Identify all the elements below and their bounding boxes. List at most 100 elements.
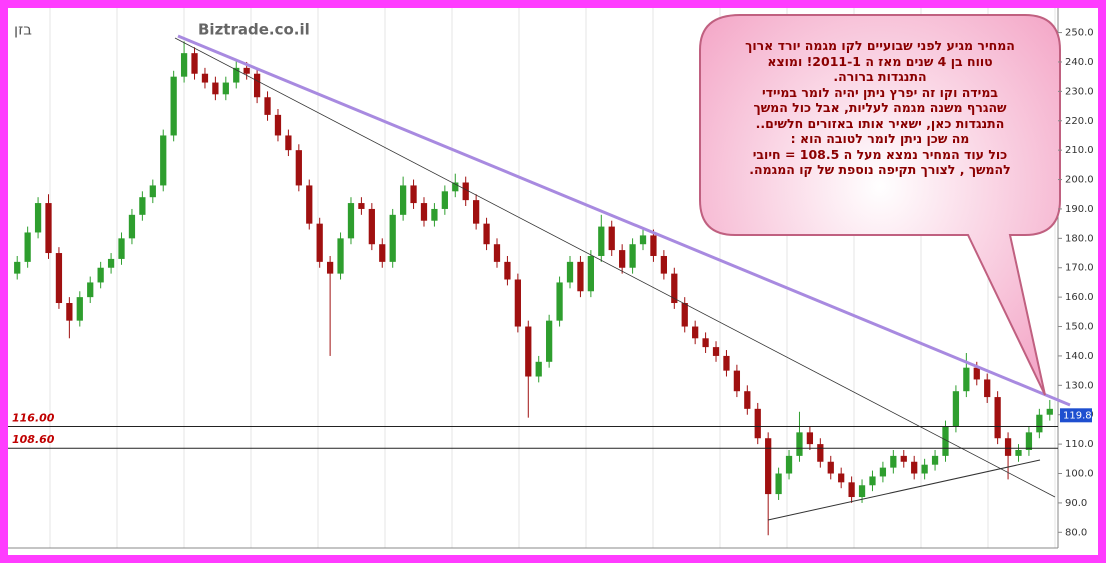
candle-body — [170, 76, 177, 136]
y-tick-label: 90.0 — [1065, 498, 1087, 509]
candle-body — [274, 114, 282, 136]
candle-body — [493, 244, 501, 262]
candle-body — [984, 379, 991, 398]
last-price-label: 119.8 — [1063, 410, 1092, 421]
candle-body — [973, 367, 980, 380]
candle-body — [692, 326, 699, 339]
candle-body — [525, 326, 532, 377]
candle-body — [149, 185, 156, 198]
candle-body — [24, 232, 31, 262]
y-tick-label: 210.0 — [1065, 145, 1094, 156]
candle-body — [264, 97, 271, 115]
y-tick-label: 180.0 — [1065, 233, 1094, 244]
y-tick-label: 240.0 — [1065, 57, 1094, 68]
candle-body — [316, 223, 323, 262]
candle-body — [806, 432, 814, 445]
candle-body — [754, 408, 761, 439]
callout-text: המחיר מגיע לפני שבועיים לקו מגמה יורד אר… — [712, 38, 1048, 178]
callout-line: המחיר מגיע לפני שבועיים לקו מגמה יורד אר… — [745, 38, 1015, 53]
y-tick-label: 140.0 — [1065, 351, 1094, 362]
candle-body — [994, 397, 1001, 439]
candle-body — [619, 250, 626, 268]
candle-body — [639, 235, 647, 245]
y-tick-label: 80.0 — [1065, 527, 1087, 538]
y-tick-label: 190.0 — [1065, 204, 1094, 215]
callout-line: מה שכן ניתן לומר לטובה הוא : — [790, 131, 970, 146]
candle-body — [347, 203, 355, 239]
candle-body — [34, 203, 42, 233]
candle-body — [473, 200, 480, 224]
candle-body — [128, 214, 136, 239]
callout-line: שהגרף משנה מגמה לעליות, אבל כול המשך — [753, 100, 1007, 115]
candle-body — [222, 82, 229, 95]
callout-line: במידה וקו זה יפרץ ניתן יהיה לומר במיידי — [761, 84, 998, 100]
candle-body — [942, 426, 949, 456]
candle-body — [326, 261, 334, 274]
candle-body — [598, 226, 605, 256]
candle-body — [118, 238, 125, 259]
candle-body — [514, 279, 521, 327]
candle-body — [671, 273, 678, 304]
candle-body — [45, 203, 52, 254]
price-line-label: 108.60 — [12, 433, 55, 446]
price-line-label: 116.00 — [12, 411, 55, 424]
candle-body — [14, 261, 21, 274]
candle-body — [879, 467, 887, 477]
candle-body — [566, 261, 574, 283]
y-tick-label: 150.0 — [1065, 322, 1094, 333]
candle-body — [358, 203, 365, 209]
trend-line — [174, 37, 1056, 498]
callout-bubble — [699, 14, 1061, 396]
y-tick-label: 230.0 — [1065, 86, 1094, 97]
candle-body — [765, 438, 772, 495]
y-tick-label: 130.0 — [1065, 380, 1094, 391]
watermark: Biztrade.co.il — [198, 21, 310, 39]
candle-body — [817, 444, 824, 462]
candle-body — [629, 244, 636, 268]
candle-body — [702, 338, 709, 348]
candle-body — [285, 135, 292, 151]
candle-body — [869, 476, 876, 486]
candle-body — [160, 135, 167, 186]
y-tick-label: 170.0 — [1065, 263, 1094, 274]
candle-body — [191, 53, 198, 74]
resistance-line — [177, 34, 1071, 407]
candle-body — [608, 226, 615, 251]
candle-body — [483, 223, 490, 245]
candle-body — [410, 185, 417, 204]
callout-line: להמשך , לצורך תקיפה נוספת של קו המגמה. — [749, 162, 1011, 177]
ticker: בזן — [14, 21, 32, 39]
candle-body — [1046, 408, 1053, 415]
candle-body — [963, 367, 970, 392]
candle-body — [233, 67, 240, 83]
candle-body — [399, 185, 407, 215]
candle-body — [848, 482, 855, 498]
callout-line: כול עוד המחיר נמצא מעל ה 108.5 = חיובי — [752, 146, 1008, 162]
candle-body — [838, 473, 845, 483]
candle-body — [952, 391, 960, 427]
candle-body — [796, 432, 803, 456]
y-tick-label: 160.0 — [1065, 292, 1094, 303]
candle-body — [420, 203, 428, 221]
candle-body — [441, 191, 448, 209]
callout-line: התנגדות ברורה. — [833, 69, 927, 84]
candle-body — [733, 370, 741, 392]
y-tick-label: 100.0 — [1065, 469, 1094, 480]
candle-body — [306, 185, 313, 224]
last-price-box — [1060, 408, 1092, 423]
candle-body — [55, 253, 63, 304]
callout-line: טווח בן 4 שנים מאז ה 2011-1! ומוצא — [767, 53, 993, 69]
candle-body — [660, 255, 668, 274]
candle-body — [504, 261, 511, 280]
candle-body — [139, 197, 146, 215]
y-tick-label: 220.0 — [1065, 116, 1094, 127]
y-tick-label: 200.0 — [1065, 175, 1094, 186]
candle-body — [712, 347, 720, 356]
y-tick-label: 110.0 — [1065, 439, 1094, 450]
candle-body — [97, 267, 104, 283]
candle-body — [556, 282, 563, 321]
candle-body — [827, 461, 834, 474]
candle-body — [368, 208, 375, 245]
